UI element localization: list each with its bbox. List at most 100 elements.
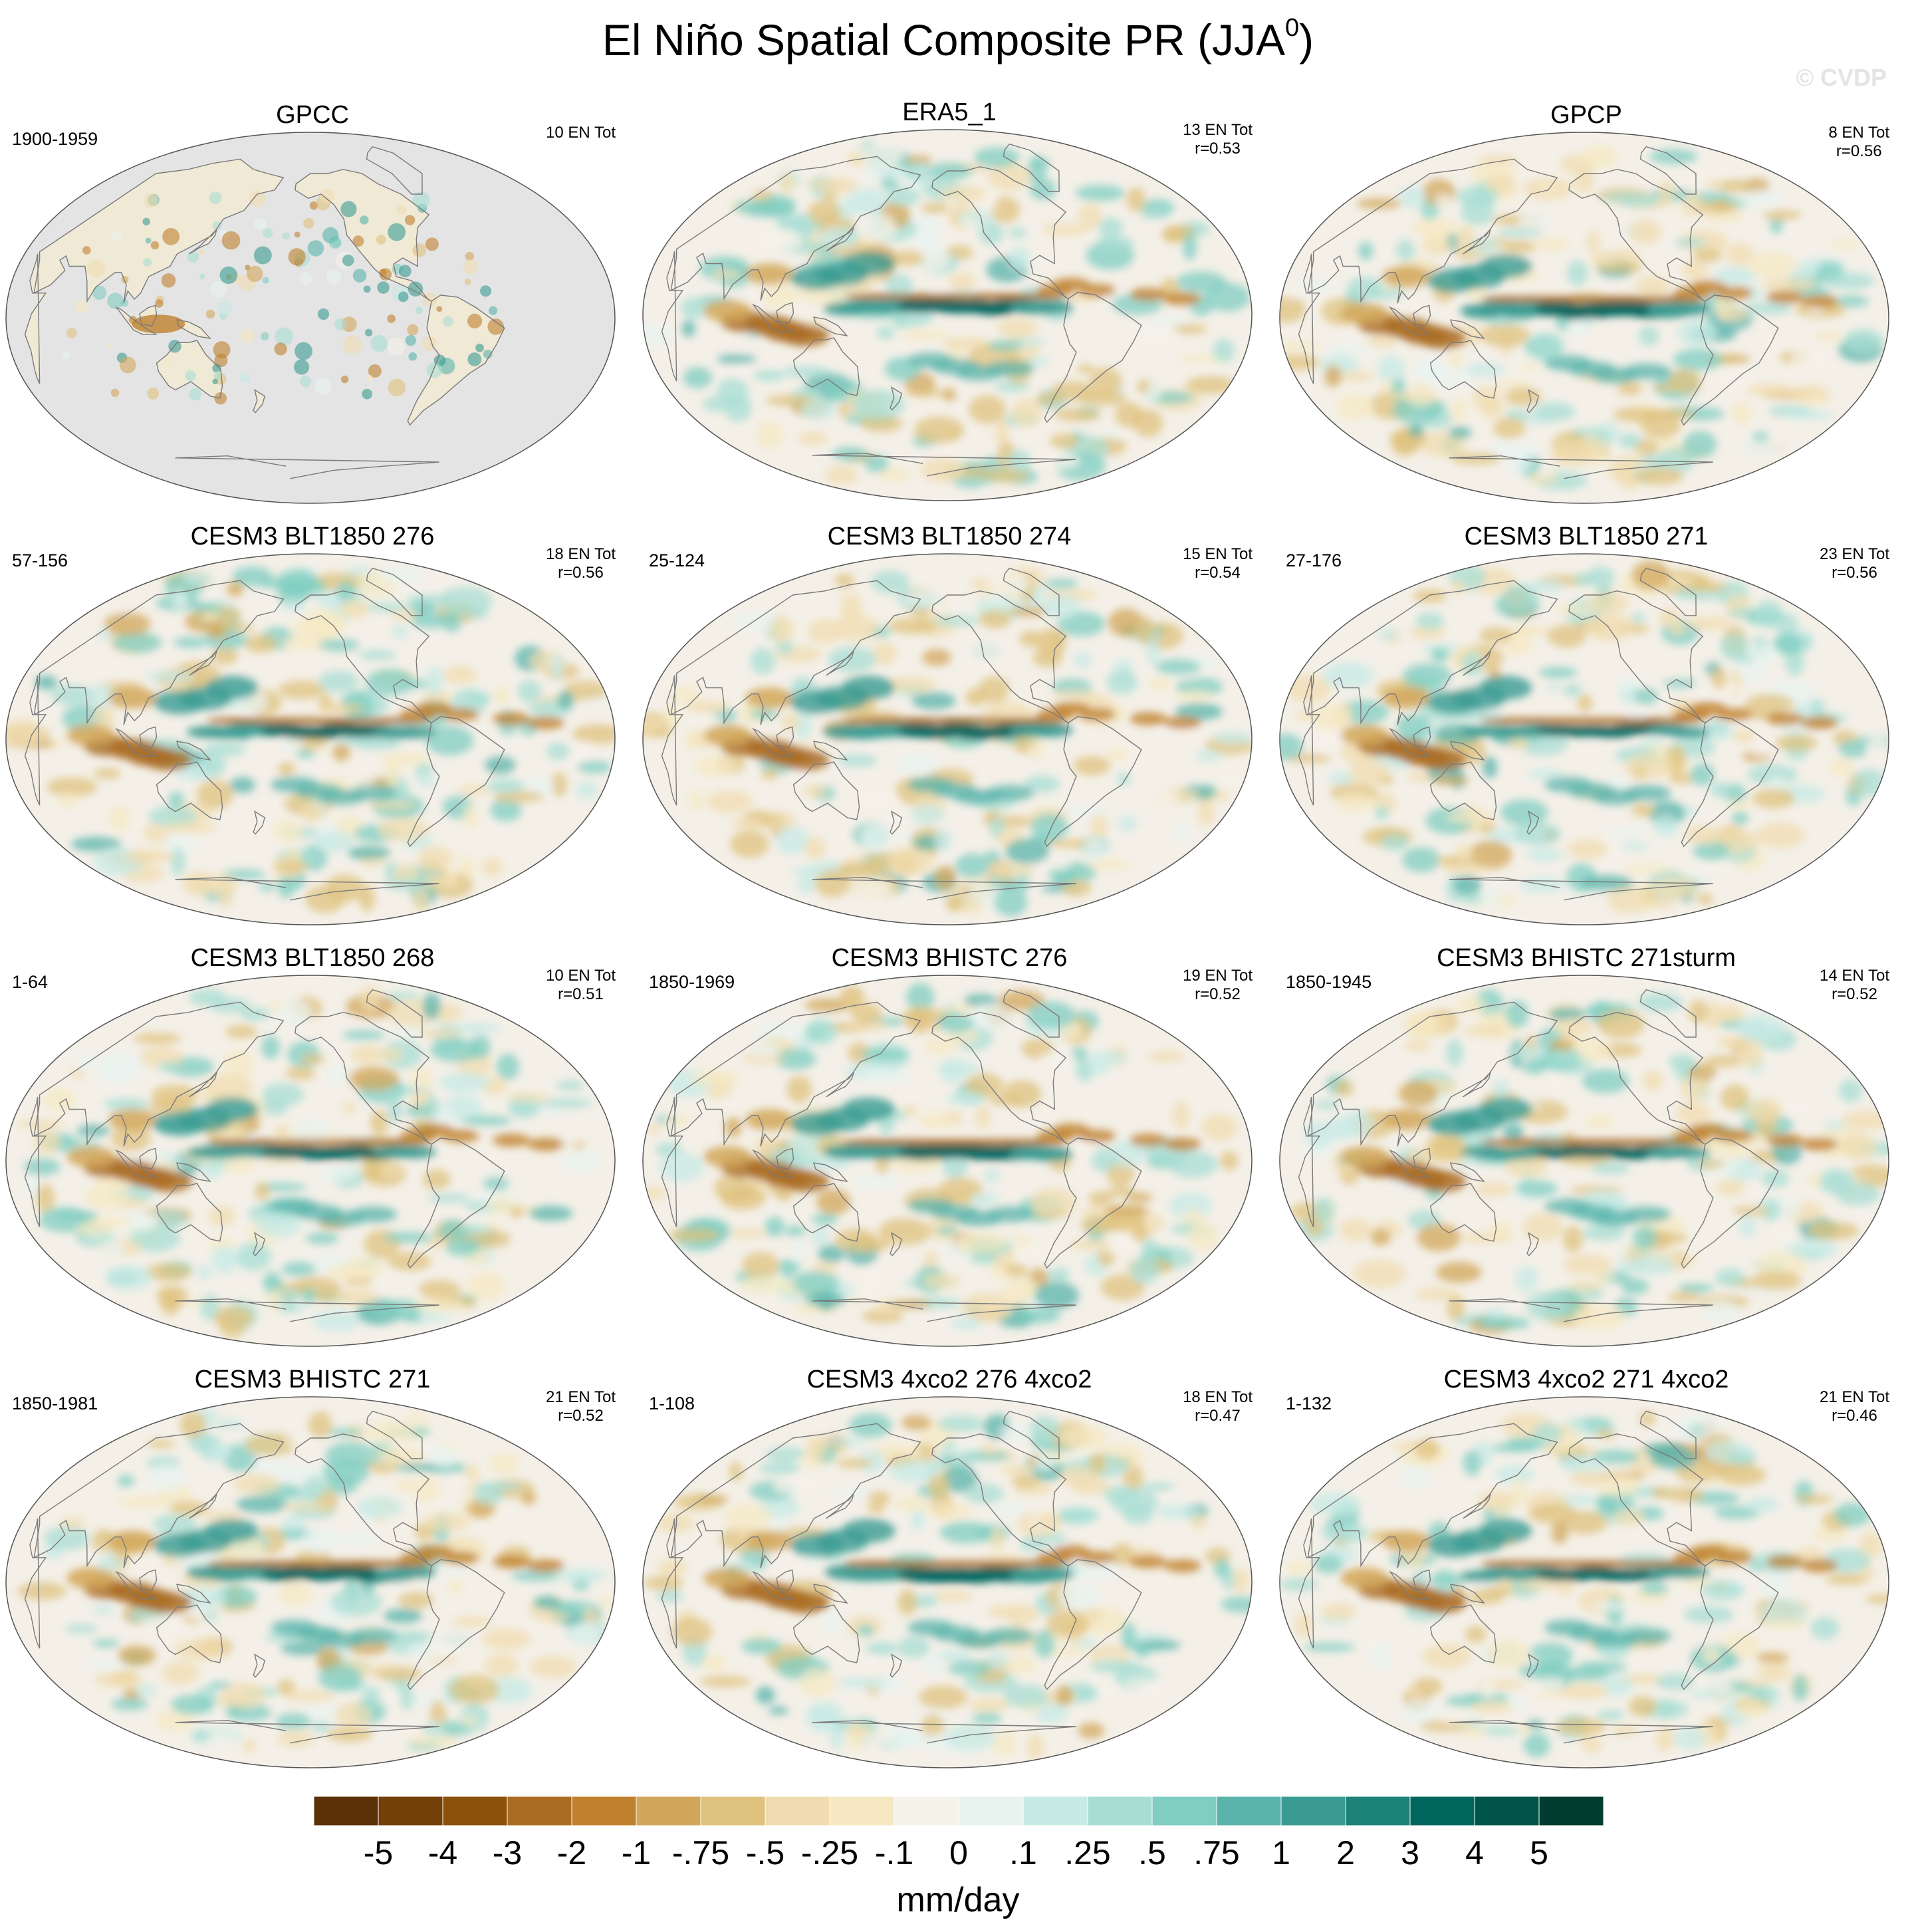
- precip-anomaly-blob: [905, 162, 931, 183]
- precip-anomaly-blob: [964, 1484, 1005, 1504]
- precip-anomaly-blob: [1770, 1221, 1801, 1246]
- coastline: [826, 1072, 854, 1098]
- precip-anomaly-blob: [94, 1671, 143, 1688]
- coastline: [1639, 146, 1697, 195]
- precip-anomaly-blob: [1612, 1509, 1645, 1525]
- precip-anomaly-blob: [1542, 1076, 1566, 1091]
- wet-anomaly-region: [986, 1206, 1034, 1223]
- colorbar-swatch: [1280, 1796, 1346, 1826]
- precip-anomaly-blob: [1802, 394, 1829, 406]
- precip-anomaly-blob: [430, 1038, 482, 1062]
- precip-anomaly-blob: [185, 370, 196, 382]
- precip-anomaly-blob: [1098, 217, 1124, 239]
- precip-anomaly-blob: [1627, 709, 1646, 719]
- coastline: [1463, 1072, 1491, 1098]
- precip-anomaly-blob: [1528, 1642, 1573, 1669]
- precip-anomaly-blob: [732, 613, 779, 631]
- colorbar-tick-label: .25: [1064, 1834, 1111, 1872]
- precip-anomaly-blob: [846, 188, 892, 216]
- precip-anomaly-blob: [1745, 1604, 1759, 1625]
- precip-anomaly-blob: [1573, 1305, 1626, 1330]
- precip-anomaly-blob: [118, 1496, 171, 1509]
- precip-anomaly-blob: [1667, 773, 1697, 785]
- precip-anomaly-blob: [1504, 1157, 1548, 1178]
- coastline: [1307, 1423, 1558, 1568]
- precip-anomaly-blob: [1566, 260, 1588, 287]
- precip-anomaly-blob: [467, 1272, 506, 1300]
- precip-anomaly-blob: [220, 1682, 266, 1708]
- precip-anomaly-blob: [1050, 690, 1100, 699]
- precip-anomaly-blob: [1595, 1491, 1635, 1516]
- precip-anomaly-blob: [100, 1241, 124, 1259]
- precip-anomaly-blob: [1130, 1257, 1159, 1284]
- precip-anomaly-blob: [860, 416, 903, 432]
- coastline: [1044, 716, 1142, 848]
- precip-anomaly-blob: [1076, 364, 1096, 374]
- dry-anomaly-region: [1418, 1592, 1467, 1614]
- precip-anomaly-blob: [848, 1042, 870, 1064]
- map-plot: [5, 553, 616, 925]
- precip-anomaly-blob: [364, 328, 373, 337]
- precip-anomaly-blob: [1162, 225, 1185, 243]
- panel-event-count: 8 EN Tot: [1828, 124, 1889, 142]
- wet-anomaly-region: [1623, 363, 1671, 380]
- dry-anomaly-region: [1418, 328, 1467, 349]
- precip-anomaly-blob: [994, 380, 1030, 392]
- precip-anomaly-blob: [731, 817, 762, 830]
- precip-anomaly-blob: [240, 328, 255, 344]
- precip-anomaly-blob: [421, 689, 451, 703]
- colorbar-swatch: [378, 1796, 443, 1826]
- precip-anomaly-blob: [219, 266, 238, 285]
- precip-anomaly-blob: [1322, 662, 1375, 688]
- precip-anomaly-blob: [145, 237, 152, 244]
- precip-anomaly-blob: [1493, 381, 1532, 390]
- precip-anomaly-blob: [1617, 677, 1639, 690]
- panel-stats: 13 EN Tot r=0.53: [1183, 121, 1253, 158]
- precip-anomaly-blob: [277, 762, 296, 776]
- precip-anomaly-blob: [47, 777, 98, 797]
- wet-anomaly-region: [986, 1628, 1034, 1644]
- precip-anomaly-blob: [1034, 1282, 1079, 1309]
- precip-anomaly-blob: [295, 749, 315, 759]
- precip-anomaly-blob: [1532, 1423, 1562, 1445]
- precip-anomaly-blob: [1090, 367, 1122, 396]
- precip-anomaly-blob: [203, 743, 246, 757]
- precip-anomaly-blob: [920, 457, 966, 483]
- precip-anomaly-blob: [804, 1292, 846, 1308]
- precip-anomaly-blob: [1172, 324, 1208, 334]
- coastline: [139, 1147, 158, 1170]
- precip-anomaly-blob: [1752, 1270, 1802, 1290]
- precip-anomaly-blob: [322, 227, 339, 244]
- precip-anomaly-blob: [247, 265, 263, 283]
- coastline: [24, 675, 47, 806]
- precip-anomaly-blob: [798, 431, 828, 445]
- precip-anomaly-blob: [766, 1447, 806, 1461]
- precip-anomaly-blob: [1334, 792, 1375, 812]
- precip-anomaly-blob: [1678, 1282, 1714, 1293]
- precip-anomaly-blob: [884, 1722, 913, 1751]
- precip-anomaly-blob: [967, 1003, 1009, 1031]
- precip-anomaly-blob: [1518, 1662, 1564, 1679]
- colorbar-tick-label: .5: [1138, 1834, 1166, 1872]
- precip-anomaly-blob: [1336, 394, 1375, 420]
- precip-anomaly-blob: [1100, 1274, 1145, 1300]
- precip-anomaly-blob: [132, 314, 185, 334]
- coastline: [1003, 989, 1060, 1038]
- precip-anomaly-blob: [473, 1484, 504, 1505]
- precip-anomaly-blob: [1140, 210, 1171, 220]
- coastline: [812, 1162, 848, 1183]
- precip-anomaly-blob: [695, 755, 737, 778]
- precip-anomaly-blob: [1547, 624, 1586, 648]
- precip-anomaly-blob: [106, 1265, 154, 1290]
- precip-anomaly-blob: [1221, 1596, 1252, 1613]
- figure-title-close: ): [1299, 15, 1314, 64]
- precip-anomaly-blob: [405, 334, 417, 346]
- precip-anomaly-blob: [1054, 408, 1100, 422]
- precip-anomaly-blob: [1106, 670, 1138, 694]
- precip-anomaly-blob: [380, 566, 422, 584]
- precip-anomaly-blob: [300, 1528, 339, 1554]
- precip-anomaly-blob: [443, 316, 453, 327]
- precip-anomaly-blob: [1639, 1582, 1669, 1595]
- precip-anomaly-blob: [1048, 632, 1066, 645]
- coastline: [1639, 1410, 1697, 1459]
